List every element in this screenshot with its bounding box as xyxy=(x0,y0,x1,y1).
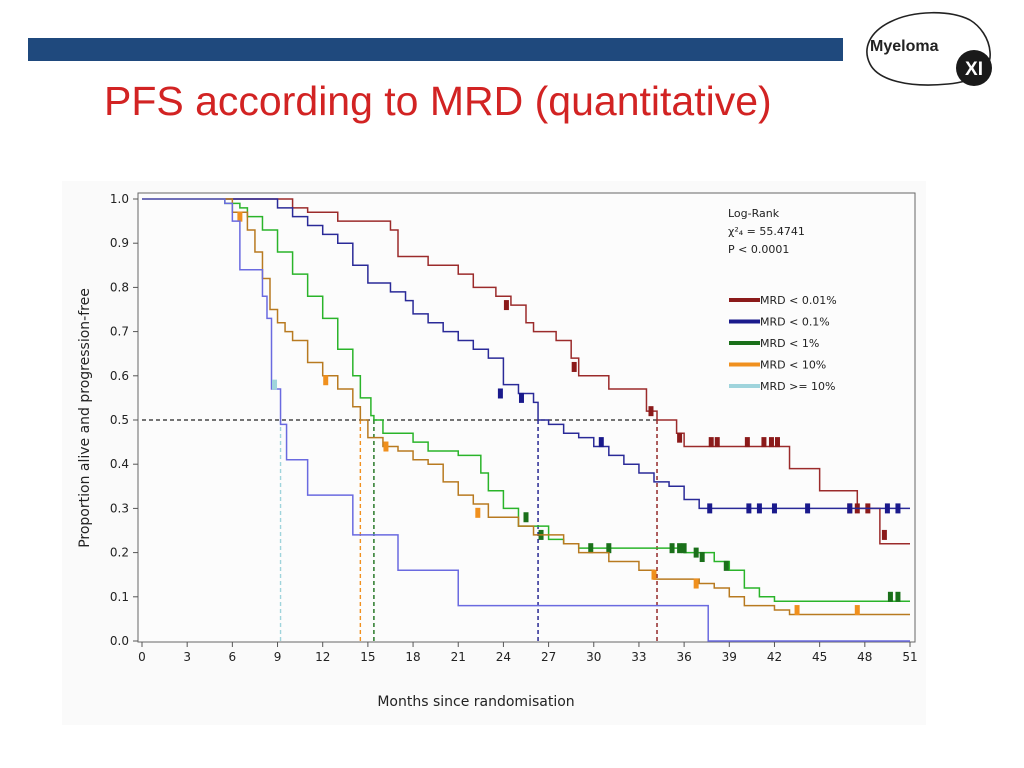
legend: MRD < 0.01% MRD < 0.1% MRD < 1% MRD < 10% MR… xyxy=(729,294,837,393)
stats-pvalue: P < 0.0001 xyxy=(728,243,789,256)
censor-mark xyxy=(475,507,481,518)
censor-mark xyxy=(523,512,529,523)
legend-label: MRD >= 10% xyxy=(760,380,835,393)
y-tick-label: 0.9 xyxy=(110,236,129,250)
y-tick-label: 0.7 xyxy=(110,325,129,339)
series-layer xyxy=(142,198,910,642)
censor-mark xyxy=(606,543,612,554)
x-tick-label: 42 xyxy=(767,650,782,664)
censor-mark xyxy=(768,437,774,448)
x-tick-label: 6 xyxy=(229,650,237,664)
censor-mark xyxy=(895,503,901,514)
legend-label: MRD < 0.01% xyxy=(760,294,837,307)
legend-label: MRD < 10% xyxy=(760,359,826,372)
censor-mark xyxy=(756,503,762,514)
censor-mark xyxy=(881,529,887,540)
censor-mark xyxy=(771,503,777,514)
x-tick-label: 24 xyxy=(496,650,511,664)
x-tick-label: 45 xyxy=(812,650,827,664)
stats-chisq: χ²₄ = 55.4741 xyxy=(728,225,805,238)
censor-mark xyxy=(323,375,329,386)
censor-mark xyxy=(677,543,683,554)
chart-panel: 0 3 6 9 12 15 18 21 24 27 30 33 36 39 42 45 48 51 0.0 0.1 0.… xyxy=(62,181,926,725)
censor-mark xyxy=(746,503,752,514)
stats-logrank: Log-Rank xyxy=(728,207,780,220)
censor-mark xyxy=(588,543,594,554)
censor-mark xyxy=(497,388,503,399)
y-tick-label: 0.4 xyxy=(110,457,129,471)
censor-mark xyxy=(895,591,901,602)
y-tick-label: 0.3 xyxy=(110,501,129,515)
legend-label: MRD < 1% xyxy=(760,337,819,350)
y-tick-label: 0.8 xyxy=(110,280,129,294)
series-line-mrd-lt-0-1pct xyxy=(142,198,910,510)
censor-mark xyxy=(794,605,800,616)
censor-mark xyxy=(854,605,860,616)
series-line-mrd-lt-0-01pct xyxy=(142,198,910,545)
x-tick-label: 0 xyxy=(138,650,146,664)
y-tick-label: 0.5 xyxy=(110,413,129,427)
censor-mark xyxy=(699,552,705,563)
censor-mark xyxy=(677,432,683,443)
x-tick-label: 51 xyxy=(902,650,917,664)
censor-mark xyxy=(774,437,780,448)
x-tick-label: 33 xyxy=(631,650,646,664)
x-tick-label: 30 xyxy=(586,650,601,664)
slide-title: PFS according to MRD (quantitative) xyxy=(104,78,772,124)
x-tick-label: 3 xyxy=(183,650,191,664)
logo-text-myeloma: Myeloma xyxy=(870,38,939,55)
censor-mark xyxy=(884,503,890,514)
censor-mark xyxy=(648,406,654,417)
plot-frame xyxy=(137,192,916,643)
censor-mark xyxy=(723,560,729,571)
y-tick-label: 0.2 xyxy=(110,546,129,560)
x-tick-label: 15 xyxy=(360,650,375,664)
censor-mark xyxy=(681,543,687,554)
x-tick-label: 18 xyxy=(405,650,420,664)
censor-mark xyxy=(518,392,524,403)
x-tick-label: 39 xyxy=(722,650,737,664)
censor-mark xyxy=(598,437,604,448)
censor-mark xyxy=(237,211,243,222)
x-tick-label: 12 xyxy=(315,650,330,664)
censor-mark xyxy=(707,503,713,514)
x-tick-label: 36 xyxy=(676,650,691,664)
x-tick-label: 27 xyxy=(541,650,556,664)
header-bar xyxy=(28,38,843,61)
legend-label: MRD < 0.1% xyxy=(760,316,830,329)
x-tick-label: 21 xyxy=(451,650,466,664)
myeloma-xi-logo: Myeloma XI xyxy=(866,11,992,86)
series-line-mrd-ge-10pct xyxy=(142,198,910,642)
censor-mark xyxy=(708,437,714,448)
x-axis-label: Months since randomisation xyxy=(377,694,574,710)
logo-text-xi: XI xyxy=(965,59,983,80)
x-tick-label: 9 xyxy=(274,650,282,664)
x-tick-label: 48 xyxy=(857,650,872,664)
censor-mark xyxy=(571,361,577,372)
censor-mark xyxy=(693,547,699,558)
censor-mark xyxy=(651,569,657,580)
censor-mark xyxy=(887,591,893,602)
series-line-mrd-lt-1pct xyxy=(142,198,910,602)
censor-mark xyxy=(805,503,811,514)
y-tick-label: 0.0 xyxy=(110,634,129,648)
axes: 0 3 6 9 12 15 18 21 24 27 30 33 36 39 42 45 48 510.00.10.… xyxy=(110,192,918,664)
censor-mark xyxy=(272,379,278,390)
censor-mark xyxy=(761,437,767,448)
y-tick-label: 1.0 xyxy=(110,192,129,206)
censor-mark xyxy=(693,578,699,589)
y-tick-label: 0.1 xyxy=(110,590,129,604)
censor-mark xyxy=(714,437,720,448)
censor-mark xyxy=(383,441,389,452)
km-chart: 0 3 6 9 12 15 18 21 24 27 30 33 36 39 42 45 48 510.00.10.… xyxy=(77,192,918,710)
censor-mark xyxy=(669,543,675,554)
y-axis-label: Proportion alive and progression-free xyxy=(77,288,93,548)
stats-annotation: Log-Rank χ²₄ = 55.4741 P < 0.0001 xyxy=(728,207,805,256)
censor-mark xyxy=(744,437,750,448)
reference-lines xyxy=(142,419,658,641)
censor-mark xyxy=(847,503,853,514)
y-tick-label: 0.6 xyxy=(110,369,129,383)
censor-mark xyxy=(503,300,509,311)
